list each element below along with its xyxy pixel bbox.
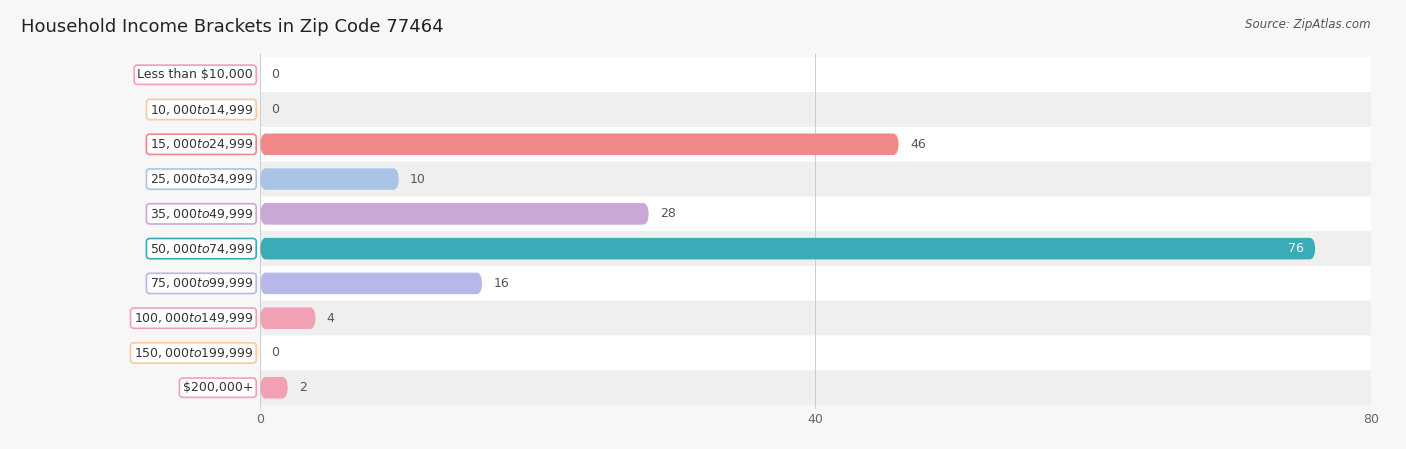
Text: Household Income Brackets in Zip Code 77464: Household Income Brackets in Zip Code 77… — [21, 18, 444, 36]
Text: $75,000 to $99,999: $75,000 to $99,999 — [149, 277, 253, 291]
FancyBboxPatch shape — [260, 168, 399, 190]
FancyBboxPatch shape — [260, 162, 1371, 197]
Text: 0: 0 — [271, 347, 280, 360]
Text: $100,000 to $149,999: $100,000 to $149,999 — [134, 311, 253, 325]
Text: 28: 28 — [659, 207, 676, 220]
FancyBboxPatch shape — [260, 197, 1371, 231]
Text: 2: 2 — [299, 381, 307, 394]
Text: 46: 46 — [910, 138, 925, 151]
Text: $150,000 to $199,999: $150,000 to $199,999 — [134, 346, 253, 360]
FancyBboxPatch shape — [260, 231, 1371, 266]
FancyBboxPatch shape — [260, 127, 1371, 162]
Text: $35,000 to $49,999: $35,000 to $49,999 — [149, 207, 253, 221]
Text: Less than $10,000: Less than $10,000 — [138, 68, 253, 81]
FancyBboxPatch shape — [260, 133, 898, 155]
FancyBboxPatch shape — [260, 203, 650, 224]
FancyBboxPatch shape — [260, 92, 1371, 127]
FancyBboxPatch shape — [260, 370, 1371, 405]
Text: $200,000+: $200,000+ — [183, 381, 253, 394]
FancyBboxPatch shape — [260, 266, 1371, 301]
FancyBboxPatch shape — [260, 335, 1371, 370]
Text: 0: 0 — [271, 68, 280, 81]
FancyBboxPatch shape — [260, 301, 1371, 335]
Text: $25,000 to $34,999: $25,000 to $34,999 — [149, 172, 253, 186]
Text: $50,000 to $74,999: $50,000 to $74,999 — [149, 242, 253, 255]
Text: 4: 4 — [326, 312, 335, 325]
Text: 76: 76 — [1288, 242, 1305, 255]
Text: 16: 16 — [494, 277, 509, 290]
FancyBboxPatch shape — [260, 273, 482, 294]
FancyBboxPatch shape — [260, 308, 316, 329]
Text: 0: 0 — [271, 103, 280, 116]
Text: $10,000 to $14,999: $10,000 to $14,999 — [149, 102, 253, 117]
Text: $15,000 to $24,999: $15,000 to $24,999 — [149, 137, 253, 151]
FancyBboxPatch shape — [260, 57, 1371, 92]
Text: Source: ZipAtlas.com: Source: ZipAtlas.com — [1246, 18, 1371, 31]
FancyBboxPatch shape — [260, 377, 288, 399]
Text: 10: 10 — [411, 172, 426, 185]
FancyBboxPatch shape — [260, 238, 1316, 260]
